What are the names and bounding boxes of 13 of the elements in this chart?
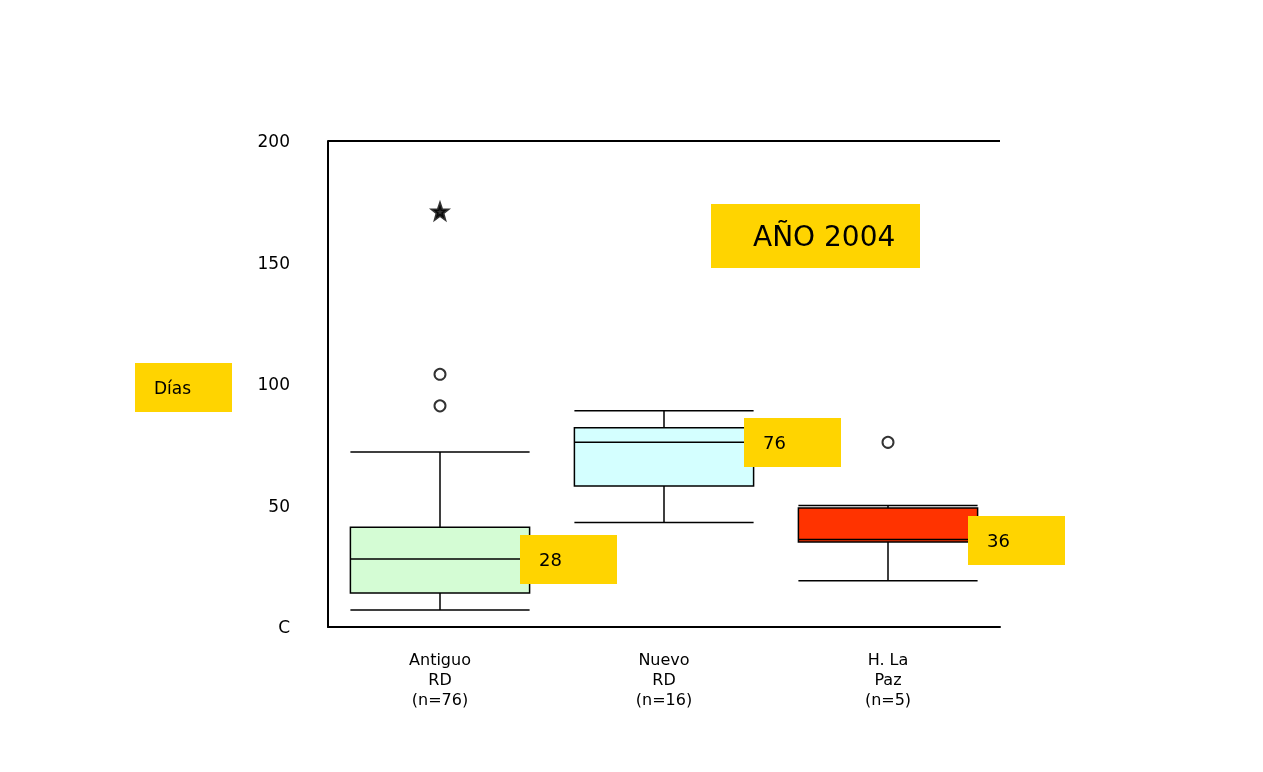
y-tick-label: 100 (257, 374, 290, 394)
label-box: 28 (520, 534, 617, 584)
label-box: AÑO 2004 (711, 204, 920, 268)
x-tick-label: H. La Paz (n=5) (864, 649, 912, 709)
y-tick-label: 150 (257, 252, 290, 273)
label-box: 76 (744, 418, 841, 468)
x-tick-label: Nuevo RD (n=16) (635, 649, 693, 709)
label-box: Días (135, 363, 232, 412)
y-tick-label: C (278, 617, 290, 637)
label-box: 36 (968, 515, 1065, 565)
x-tick-label: Antiguo RD (n=76) (409, 649, 471, 709)
y-tick-label: 50 (268, 495, 290, 516)
y-tick-label: 200 (257, 131, 290, 151)
